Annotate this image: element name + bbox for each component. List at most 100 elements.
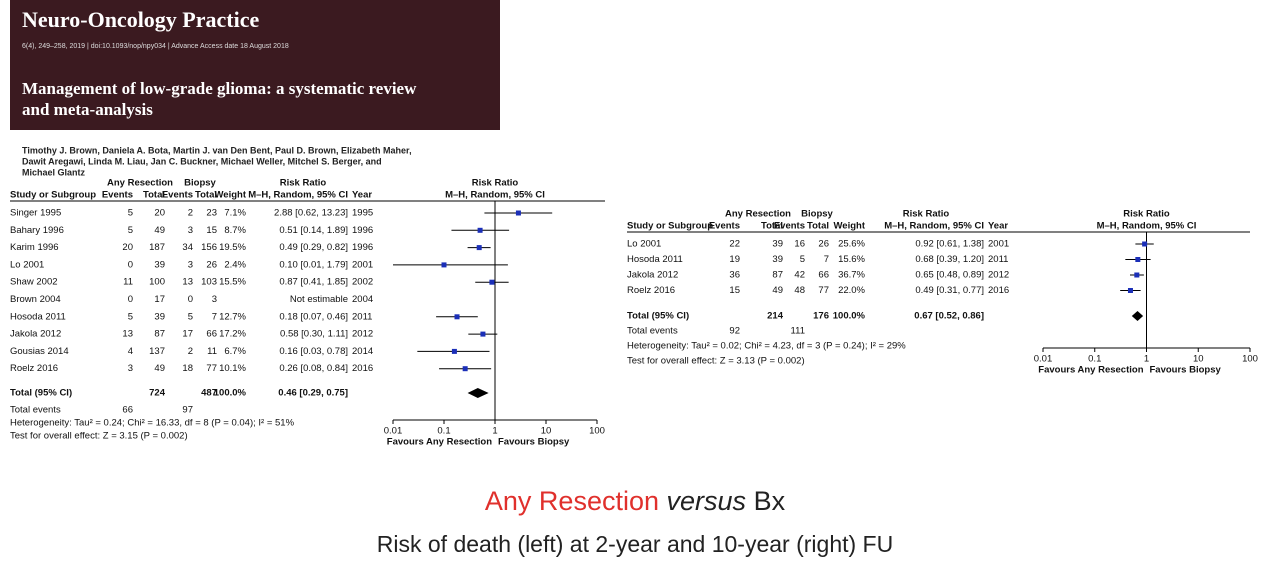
year: 2011 [352, 311, 372, 322]
year: 2004 [352, 294, 373, 305]
column-header: Study or Subgroup [627, 221, 713, 232]
rr-label: 0.18 [0.07, 0.46] [279, 311, 348, 322]
total-a: 49 [772, 285, 783, 296]
total-b: 156 [201, 242, 217, 253]
total-a: 49 [154, 363, 165, 374]
group-header: Biopsy [801, 209, 833, 220]
year: 2012 [352, 329, 373, 340]
point-estimate [1134, 272, 1140, 278]
point-estimate [515, 210, 521, 216]
total-b: 77 [818, 285, 829, 296]
column-header: Total [807, 221, 829, 232]
total-a: 39 [772, 254, 783, 265]
column-header: Total [761, 221, 783, 232]
year: 2002 [352, 277, 373, 288]
total-events-label: Total events [627, 326, 678, 337]
rr-label: 0.49 [0.31, 0.77] [915, 285, 984, 296]
point-estimate [462, 366, 468, 372]
events-a: 13 [122, 329, 133, 340]
total-b: 176 [813, 311, 829, 322]
column-header: Weight [834, 221, 866, 232]
total-a: 49 [154, 225, 165, 236]
events-a: 22 [729, 239, 740, 250]
events-a: 15 [729, 285, 740, 296]
rr-label: 0.65 [0.48, 0.89] [915, 270, 984, 281]
total-events-label: Total events [10, 405, 61, 416]
total-a: 137 [149, 346, 165, 357]
study-name: Shaw 2002 [10, 277, 58, 288]
study-name: Total (95% CI) [10, 388, 72, 399]
year: 1996 [352, 225, 373, 236]
column-header: M–H, Random, 95% CI [445, 190, 545, 201]
events-b: 5 [188, 311, 193, 322]
caption-subtitle: Risk of death (left) at 2-year and 10-ye… [377, 531, 893, 557]
events-b: 34 [182, 242, 193, 253]
column-header: Total [143, 190, 165, 201]
weight: 7.1% [224, 208, 246, 219]
total-b: 23 [206, 208, 217, 219]
events-b: 17 [182, 329, 193, 340]
journal-name: Neuro-Oncology Practice [22, 7, 259, 32]
total-b: 487 [201, 388, 217, 399]
weight: 12.7% [219, 311, 246, 322]
study-name: Hosoda 2011 [627, 254, 683, 265]
weight: 25.6% [838, 239, 865, 250]
authors: Dawit Aregawi, Linda M. Liau, Jan C. Buc… [22, 156, 382, 166]
rr-label: 0.58 [0.30, 1.11] [280, 329, 348, 340]
events-a: 0 [128, 259, 133, 270]
column-header: Year [352, 190, 372, 201]
point-estimate [441, 262, 447, 268]
study-name: Bahary 1996 [10, 225, 64, 236]
rr-label: Not estimable [290, 294, 348, 305]
weight: 15.5% [219, 277, 246, 288]
year: 1996 [352, 242, 373, 253]
caption-highlight: Any Resection [485, 486, 659, 516]
weight: 22.0% [838, 285, 865, 296]
group-header: Risk Ratio [1123, 209, 1170, 220]
weight: 19.5% [219, 242, 246, 253]
total-b: 7 [824, 254, 829, 265]
events-a: 0 [128, 294, 133, 305]
point-estimate [451, 348, 457, 354]
heterogeneity: Heterogeneity: Tau² = 0.24; Chi² = 16.33… [10, 418, 295, 429]
tick-label: 0.1 [437, 426, 450, 437]
events-b: 97 [182, 405, 193, 416]
events-b: 2 [188, 208, 193, 219]
study-name: Roelz 2016 [627, 285, 675, 296]
point-estimate [489, 279, 495, 285]
year: 2016 [988, 285, 1009, 296]
weight: 8.7% [224, 225, 246, 236]
favours-right: Favours Biopsy [1150, 365, 1222, 376]
point-estimate [477, 227, 483, 233]
tick-label: 10 [1193, 354, 1204, 365]
group-header: Risk Ratio [472, 178, 519, 189]
total-b: 66 [206, 329, 217, 340]
events-a: 11 [123, 277, 133, 288]
total-b: 26 [818, 239, 829, 250]
events-b: 5 [800, 254, 805, 265]
study-name: Lo 2001 [10, 259, 44, 270]
rr-label: 0.87 [0.41, 1.85] [279, 277, 348, 288]
citation: 6(4), 249–258, 2019 | doi:10.1093/nop/np… [22, 43, 289, 50]
year: 2001 [988, 239, 1009, 250]
pooled-diamond [1131, 311, 1144, 321]
events-b: 3 [188, 225, 193, 236]
events-b: 2 [188, 346, 193, 357]
total-a: 39 [154, 259, 165, 270]
weight: 36.7% [838, 270, 865, 281]
tick-label: 10 [541, 426, 552, 437]
rr-label: 0.10 [0.01, 1.79] [279, 259, 348, 270]
total-a: 724 [149, 388, 166, 399]
year: 1995 [352, 208, 373, 219]
events-b: 111 [791, 326, 805, 337]
total-b: 7 [212, 311, 217, 322]
rr-label: 0.92 [0.61, 1.38] [915, 239, 984, 250]
total-b: 3 [212, 294, 217, 305]
column-header: M–H, Random, 95% CI [248, 190, 348, 201]
rr-label: 0.68 [0.39, 1.20] [915, 254, 984, 265]
events-b: 42 [794, 270, 805, 281]
caption-italic: versus [667, 486, 747, 516]
year: 2001 [352, 259, 373, 270]
study-name: Brown 2004 [10, 294, 61, 305]
